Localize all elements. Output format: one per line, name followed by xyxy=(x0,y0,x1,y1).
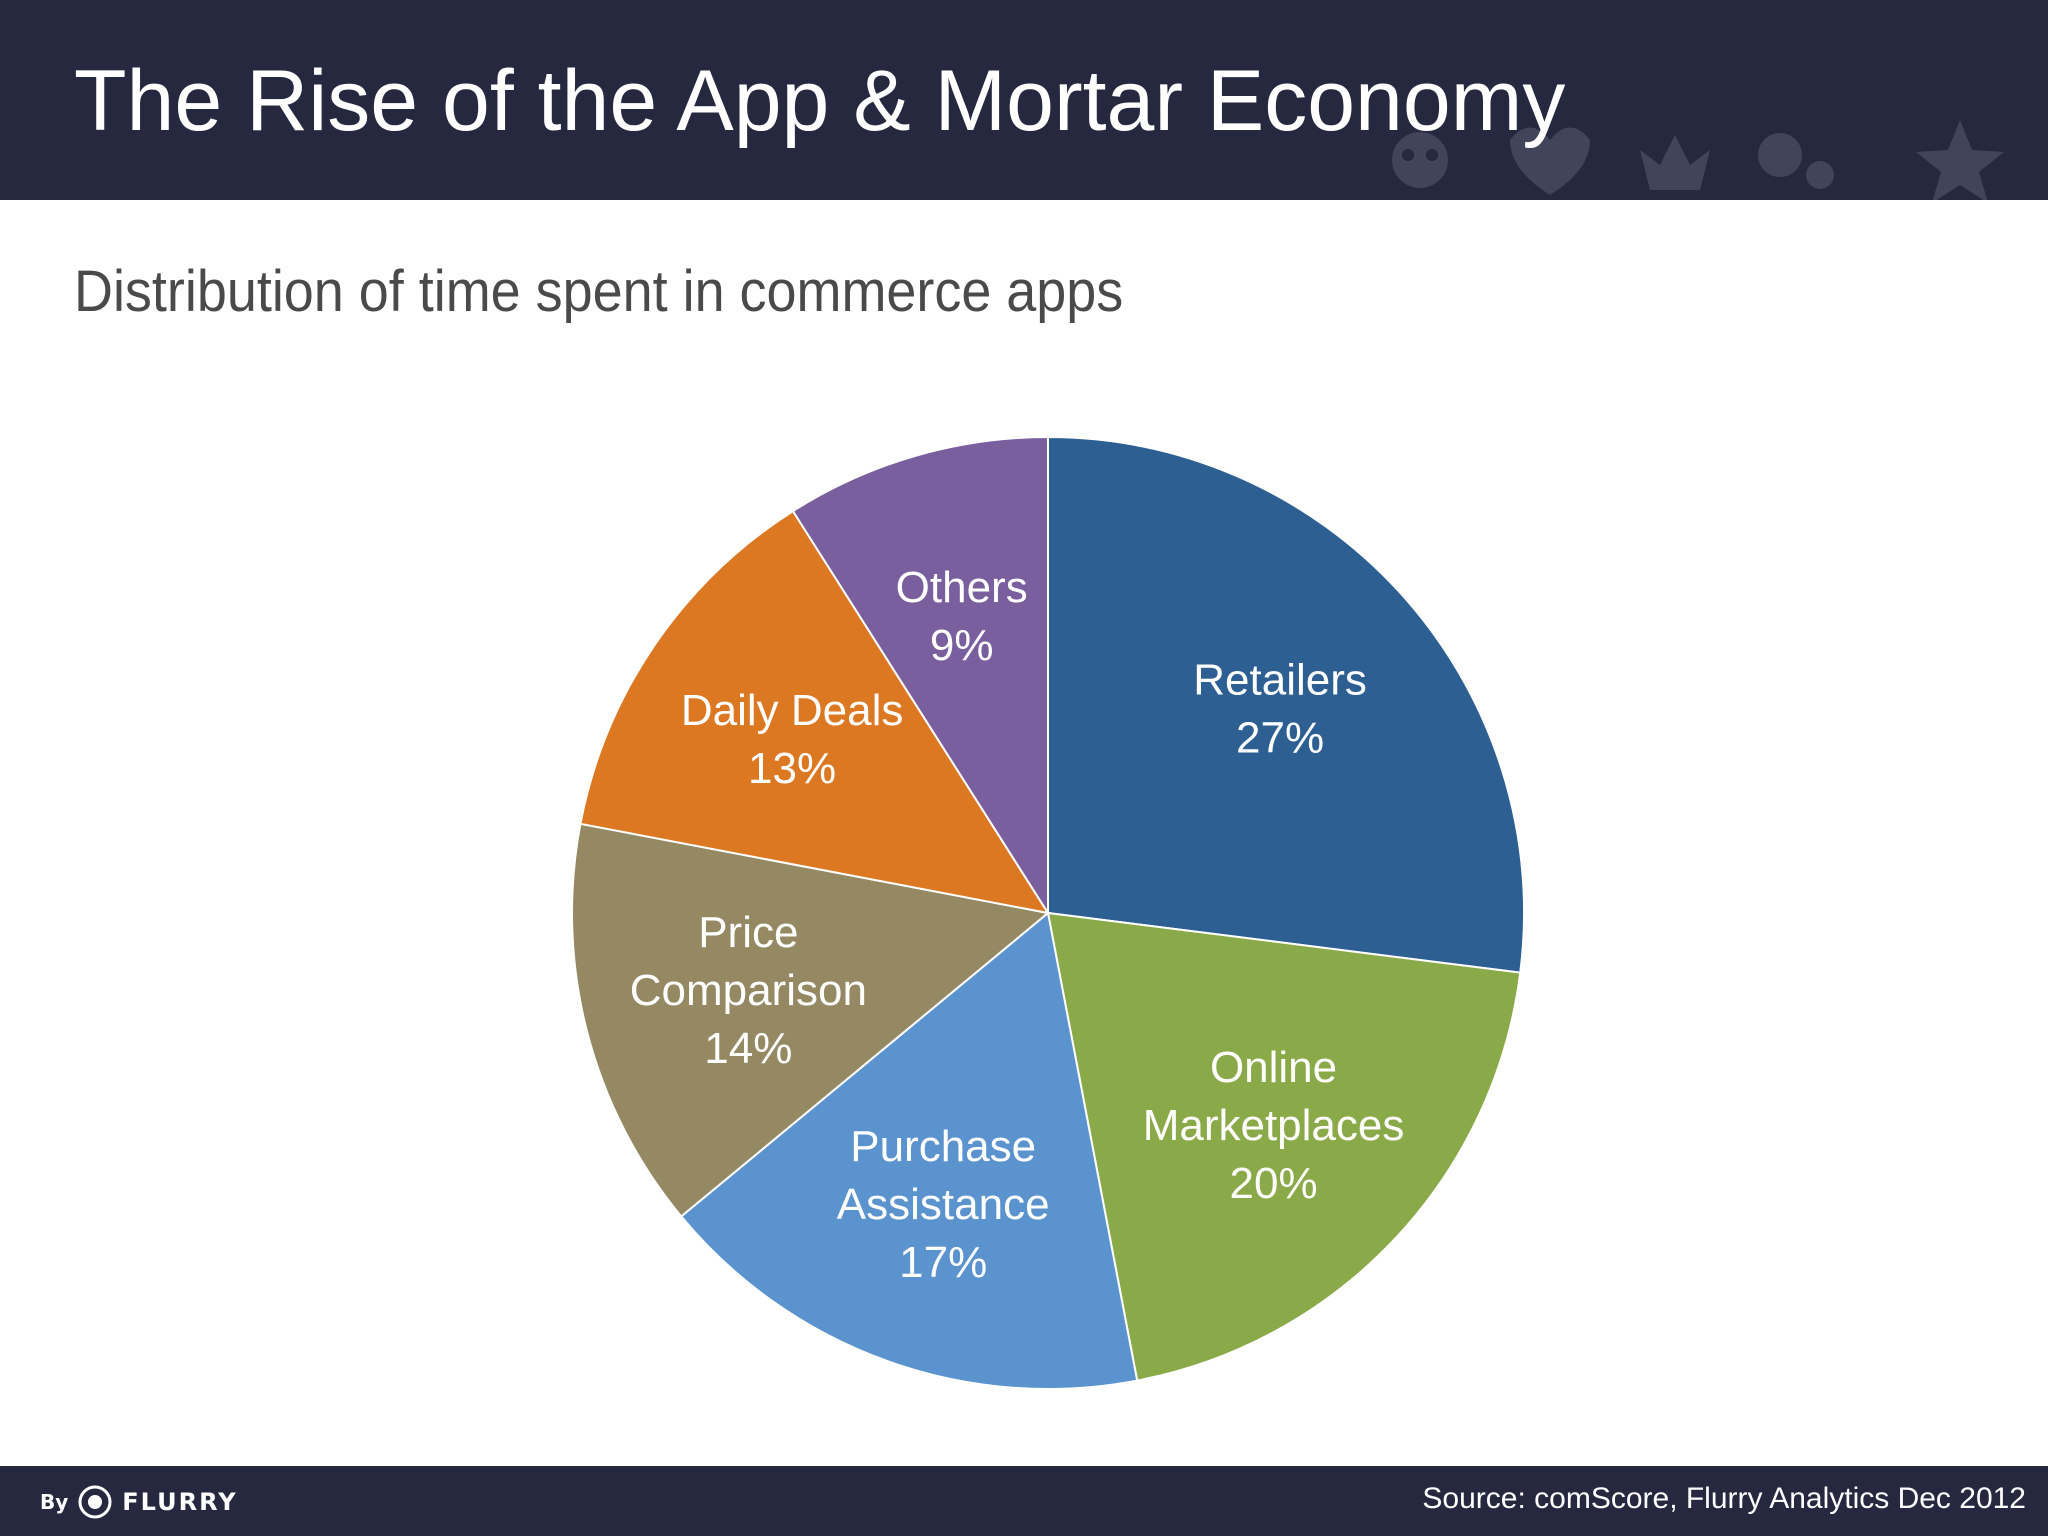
slice-category-label: Purchase xyxy=(850,1122,1036,1171)
pie-slice-4 xyxy=(579,509,1051,915)
slice-value-label: 27% xyxy=(1236,713,1324,762)
pie-slice-5 xyxy=(791,435,1049,917)
slice-value-label: 9% xyxy=(930,621,994,670)
pie-slice-label-1: Online Marketplaces 20% xyxy=(1143,1043,1405,1208)
brand-name: FLURRY xyxy=(122,1488,238,1516)
pie-slice-label-3: Price Comparison 14% xyxy=(630,908,867,1073)
footer-bar: By FLURRY Source: comScore, Flurry Analy… xyxy=(0,1466,2048,1536)
slice-category-label: Marketplaces xyxy=(1143,1101,1405,1150)
slice-category-label: Price xyxy=(698,908,798,957)
slice-category-label: Online xyxy=(1210,1043,1337,1092)
chart-subtitle: Distribution of time spent in commerce a… xyxy=(74,259,1124,324)
slice-category-label: Daily Deals xyxy=(681,686,904,735)
slice-value-label: 20% xyxy=(1230,1159,1318,1208)
flurry-logo-icon xyxy=(78,1485,112,1519)
source-note: Source: comScore, Flurry Analytics Dec 2… xyxy=(1422,1482,2026,1515)
pie-slice-label-4: Daily Deals 13% xyxy=(681,686,904,793)
header-decoration-icons xyxy=(1392,120,2004,200)
pie-slice-label-2: Purchase Assistance 17% xyxy=(837,1122,1050,1287)
flurry-brand: By FLURRY xyxy=(40,1484,238,1520)
pie-slice-3 xyxy=(571,822,1051,1218)
pie-slice-2 xyxy=(679,911,1139,1390)
slide-title: The Rise of the App & Mortar Economy xyxy=(74,53,1566,149)
slice-category-label: Assistance xyxy=(837,1180,1050,1229)
brand-prefix: By xyxy=(40,1490,69,1514)
pie-slice-1 xyxy=(1046,911,1522,1382)
pie-slice-0 xyxy=(1047,435,1525,974)
slice-value-label: 14% xyxy=(704,1024,792,1073)
slice-category-label: Others xyxy=(896,563,1028,612)
slice-category-label: Retailers xyxy=(1193,655,1367,704)
pie-slice-label-5: Others 9% xyxy=(896,563,1028,670)
header-bar: The Rise of the App & Mortar Economy xyxy=(0,0,2048,200)
pie-slice-label-0: Retailers 27% xyxy=(1193,655,1367,762)
slice-value-label: 17% xyxy=(899,1238,987,1287)
slice-value-label: 13% xyxy=(748,744,836,793)
slice-category-label: Comparison xyxy=(630,966,867,1015)
